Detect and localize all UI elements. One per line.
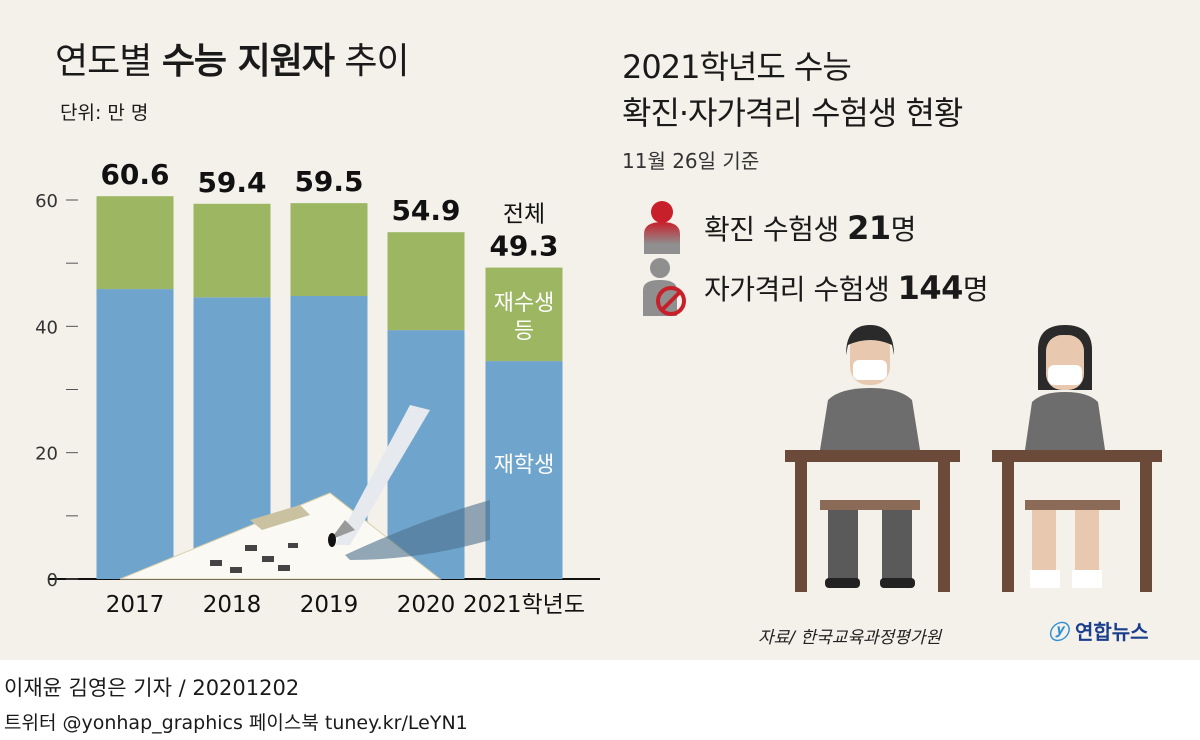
bar-labels: 2017 60.6 2018 59.4 2019 59.5 2020 54.9 2021학년도 4… — [100, 158, 585, 618]
person-icons — [643, 201, 686, 316]
unit-label: 단위: 만 명 — [60, 102, 149, 124]
yonhap-logo: ⓨ 연합뉴스 — [1048, 620, 1149, 644]
y-tick-label: 60 — [35, 191, 58, 212]
social-links: 트위터 @yonhap_graphics 페이스북 tuney.kr/LeYN1 — [4, 712, 468, 734]
female-student-illustration — [1025, 325, 1105, 588]
byline: 이재윤 김영은 기자 / 20201202 — [4, 676, 300, 700]
quarantine-person-icon — [643, 258, 686, 316]
total-word-label: 전체 — [503, 202, 545, 228]
series-label-repeat-1: 재수생 — [494, 291, 555, 316]
bar-repeat-2021학년도 — [485, 267, 563, 362]
chart-title: 연도별 수능 지원자 추이 — [55, 41, 410, 82]
total-label: 59.5 — [294, 165, 363, 198]
desks — [785, 450, 1162, 592]
total-label: 49.3 — [489, 230, 558, 263]
x-tick-label: 2020 — [397, 592, 456, 618]
right-title-line2: 확진·자가격리 수험생 현황 — [622, 94, 963, 132]
confirmed-person-icon — [644, 201, 680, 254]
male-student-illustration — [820, 325, 920, 588]
bar-repeat-2018 — [193, 203, 271, 298]
total-label: 54.9 — [391, 194, 460, 227]
y-tick-label: 40 — [35, 317, 58, 338]
bar-enrolled-2017 — [96, 289, 174, 579]
students-at-desks-illustration — [785, 325, 1162, 592]
right-title-line1: 2021학년도 수능 — [622, 48, 852, 86]
x-tick-label: 2021학년도 — [463, 592, 585, 618]
series-label-repeat-2: 등 — [514, 319, 534, 344]
bar-repeat-2020 — [387, 232, 465, 331]
pen-and-answer-sheet-illustration — [119, 405, 490, 580]
bar-repeat-2019 — [290, 203, 368, 297]
total-label: 59.4 — [197, 166, 266, 199]
basis-date: 11월 26일 기준 — [622, 149, 760, 173]
bar-enrolled-2021학년도 — [485, 361, 563, 579]
y-tick-label: 0 — [47, 570, 58, 591]
y-tick-label: 20 — [35, 444, 58, 465]
right-title: 2021학년도 수능 확진·자가격리 수험생 현황 — [622, 44, 963, 136]
x-tick-label: 2018 — [203, 592, 262, 618]
bar-repeat-2017 — [96, 196, 174, 290]
x-tick-label: 2017 — [106, 592, 165, 618]
source-note: 자료/ 한국교육과정평가원 — [758, 628, 942, 648]
x-tick-label: 2019 — [300, 592, 359, 618]
quarantine-stat: 자가격리 수험생 144명 — [704, 269, 989, 307]
stacked-bar-chart: 0 20 40 60 2017 60.6 2018 59.4 2019 59.5 2020 54.9… — [35, 158, 600, 618]
series-label-enrolled: 재학생 — [494, 453, 555, 478]
total-label: 60.6 — [100, 158, 169, 191]
confirmed-stat: 확진 수험생 21명 — [704, 209, 916, 247]
